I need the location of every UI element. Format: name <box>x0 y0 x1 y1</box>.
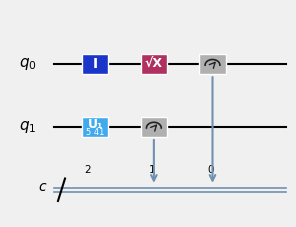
Text: 1: 1 <box>149 165 156 175</box>
FancyBboxPatch shape <box>141 117 167 137</box>
Text: $q_0$: $q_0$ <box>19 56 37 72</box>
Text: 0: 0 <box>208 165 214 175</box>
Text: $q_1$: $q_1$ <box>19 119 37 135</box>
Text: U₁: U₁ <box>88 118 103 131</box>
Text: I: I <box>93 57 98 71</box>
FancyBboxPatch shape <box>199 54 226 74</box>
FancyBboxPatch shape <box>82 54 108 74</box>
Text: c: c <box>38 180 46 195</box>
Text: 2: 2 <box>85 165 91 175</box>
FancyBboxPatch shape <box>141 54 167 74</box>
Text: 5 41: 5 41 <box>86 128 104 137</box>
FancyBboxPatch shape <box>82 117 108 137</box>
Text: √X: √X <box>145 58 163 71</box>
